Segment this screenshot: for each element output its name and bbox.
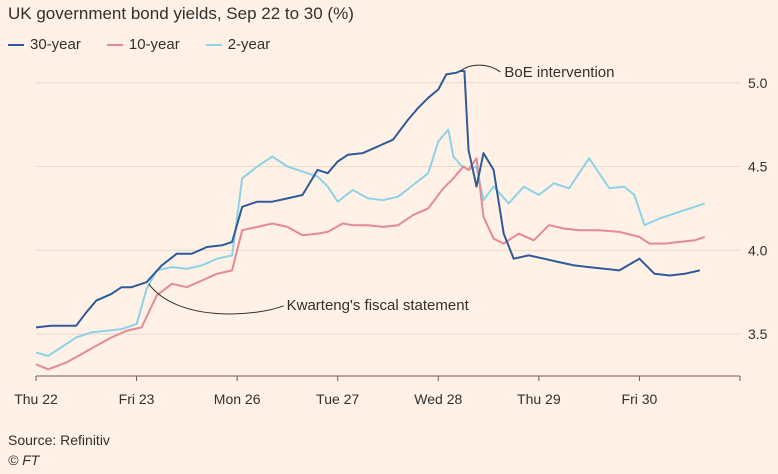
annotations: BoE intervention Kwarteng's fiscal statem… [148,64,614,315]
x-tick-label-Mon 26: Mon 26 [214,391,261,407]
x-tick-label-Thu 29: Thu 29 [517,391,561,407]
legend-swatch-10-year [106,43,123,46]
series-lines [35,70,706,371]
source-note: Source: Refinitiv [8,432,110,448]
y-axis: 3.5 4.0 4.5 5.0 [748,75,768,342]
series-line-2-year [35,128,706,357]
y-tick-label-3.5: 3.5 [748,326,768,342]
series-line-30-year [35,70,701,329]
y-tick-label-4.0: 4.0 [748,242,768,258]
gridlines [36,82,740,335]
legend-swatch-30-year [8,43,24,46]
ft-credit: © FT [8,452,40,468]
kwarteng-annotation-label: Kwarteng's fiscal statement [287,297,470,314]
legend-item-30-year: 30-year [8,36,81,53]
boe-annotation-connector [460,64,501,73]
y-tick-label-4.5: 4.5 [748,159,768,175]
series-line-10-year [35,157,706,371]
legend-swatch-2-year [205,43,222,46]
legend-label-10-year: 10-year [128,36,180,53]
x-tick-label-Wed 28: Wed 28 [414,391,462,407]
y-tick-label-5.0: 5.0 [748,75,768,91]
boe-annotation-label: BoE intervention [504,64,614,81]
legend-item-10-year: 10-year [106,36,180,53]
chart-legend: 30-year 10-year 2-year [8,36,296,53]
chart-title: UK government bond yields, Sep 22 to 30 … [8,4,354,23]
legend-label-30-year: 30-year [30,36,81,53]
legend-item-2-year: 2-year [205,36,271,53]
x-tick-label-Fri 30: Fri 30 [622,391,658,407]
x-axis: Thu 22 Fri 23 Mon 26 Tue 27 Wed 28 Thu 29 Fri … [14,375,741,407]
legend-label-2-year: 2-year [227,36,271,53]
x-tick-label-Fri 23: Fri 23 [119,391,155,407]
x-tick-label-Tue 27: Tue 27 [316,391,359,407]
x-tick-label-Thu 22: Thu 22 [14,391,58,407]
kwarteng-annotation-connector [148,283,284,315]
